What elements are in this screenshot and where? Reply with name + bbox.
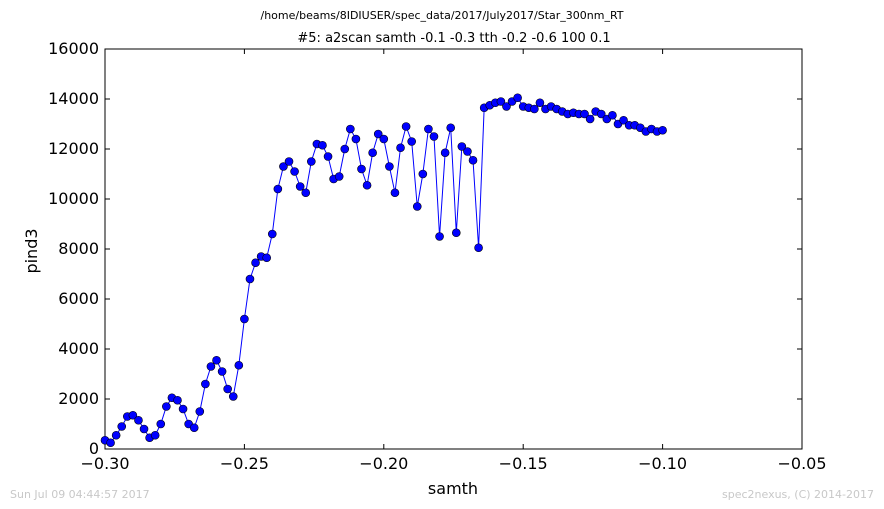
data-point (323, 152, 333, 161)
data-point (189, 423, 199, 433)
data-point (418, 169, 428, 179)
data-point (530, 104, 539, 114)
y-tick-label: 2000 (58, 389, 99, 408)
data-point (267, 229, 277, 239)
data-point (502, 102, 511, 111)
footer-timestamp: Sun Jul 09 04:44:57 2017 (10, 488, 150, 501)
data-point (128, 410, 138, 420)
y-tick-label: 16000 (48, 39, 99, 58)
data-point (474, 243, 483, 253)
data-point (435, 232, 444, 241)
y-tick-label: 0 (89, 439, 99, 458)
y-tick-label: 12000 (48, 139, 99, 158)
data-point (496, 97, 506, 106)
data-point (585, 114, 595, 124)
data-point (619, 115, 628, 125)
y-tick-label: 8000 (58, 239, 99, 258)
data-point (295, 182, 305, 191)
data-point (284, 157, 294, 166)
data-point (451, 228, 461, 238)
chart-title: #5: a2scan samth -0.1 -0.3 tth -0.2 -0.6… (297, 31, 610, 46)
data-point (385, 162, 394, 171)
data-point (279, 162, 288, 171)
data-point (424, 124, 433, 134)
data-point (608, 110, 617, 120)
footer-credit: spec2nexus, (C) 2014-2017 (722, 488, 874, 501)
series-line (104, 97, 663, 444)
data-point (290, 167, 299, 176)
data-point (240, 314, 249, 324)
data-point (351, 134, 361, 144)
data-point (457, 142, 467, 151)
x-tick-label: −0.05 (777, 454, 826, 473)
data-point (357, 164, 366, 174)
data-point (429, 132, 439, 141)
data-point (535, 98, 545, 108)
x-axis: −0.30 −0.25 −0.20 −0.15 −0.10 −0.05 (80, 49, 827, 473)
y-tick-label: 14000 (48, 89, 99, 108)
y-tick-label: 4000 (58, 339, 99, 358)
data-series (100, 93, 667, 448)
data-point (301, 188, 311, 198)
data-point (340, 144, 350, 154)
data-point (580, 109, 589, 119)
x-axis-label: samth (428, 479, 478, 498)
data-point (162, 402, 171, 411)
data-point (245, 274, 255, 284)
data-point (178, 404, 188, 414)
data-point (212, 355, 221, 365)
data-point (334, 172, 344, 181)
data-point (368, 148, 377, 158)
data-point (396, 143, 405, 153)
data-point (134, 415, 143, 425)
data-point (262, 253, 272, 263)
x-tick-label: −0.20 (359, 454, 408, 473)
y-tick-label: 10000 (48, 189, 99, 208)
data-point (273, 184, 283, 194)
x-tick-label: −0.30 (80, 454, 129, 473)
data-point (379, 134, 389, 144)
data-point (513, 93, 522, 103)
data-point (217, 367, 227, 376)
x-tick-label: −0.15 (499, 454, 548, 473)
data-point (195, 407, 205, 416)
data-point (156, 419, 166, 429)
data-point (307, 157, 316, 166)
data-point (373, 129, 383, 139)
data-point (106, 438, 115, 448)
data-point (658, 125, 667, 135)
data-point (139, 424, 149, 434)
data-point (117, 422, 127, 431)
data-point (173, 395, 182, 405)
x-tick-label: −0.10 (638, 454, 687, 473)
data-point (596, 109, 606, 119)
data-point (468, 155, 478, 165)
data-point (463, 147, 472, 156)
data-point (346, 124, 355, 134)
data-point (362, 180, 372, 190)
data-point (228, 392, 238, 401)
data-point (234, 360, 244, 370)
data-point (440, 148, 450, 158)
data-point (390, 188, 400, 198)
data-point (111, 430, 121, 440)
y-tick-label: 6000 (58, 289, 99, 308)
plot-area-frame (104, 48, 803, 450)
data-point (206, 362, 216, 371)
data-point (201, 379, 210, 389)
data-point (251, 258, 260, 268)
data-point (150, 430, 160, 440)
y-axis-label: pind3 (22, 228, 41, 273)
x-tick-label: −0.25 (220, 454, 269, 473)
data-point (407, 137, 416, 146)
data-point (412, 202, 422, 211)
y-axis: 0 2000 4000 6000 8000 10000 12000 14000 16000 (48, 39, 802, 458)
data-point (318, 140, 327, 150)
figure-suptitle: /home/beams/8IDIUSER/spec_data/2017/July… (260, 9, 624, 22)
data-point (223, 384, 232, 394)
data-point (446, 123, 456, 133)
data-point (401, 122, 411, 131)
